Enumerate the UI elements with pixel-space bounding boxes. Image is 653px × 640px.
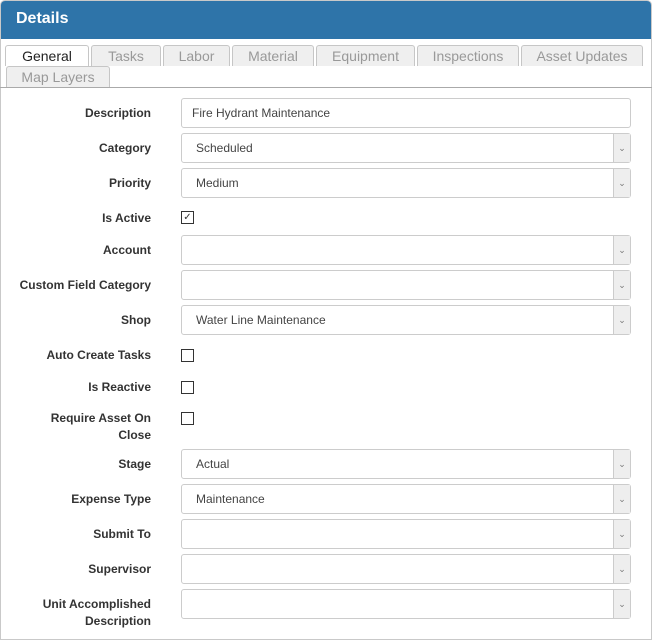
tab-equipment[interactable]: Equipment	[316, 45, 415, 66]
unit-accomplished-description-label: Unit Accomplished Description	[42, 597, 151, 628]
supervisor-select[interactable]: ⌄	[181, 554, 631, 584]
priority-select[interactable]: Medium ⌄	[181, 168, 631, 198]
chevron-down-icon[interactable]: ⌄	[613, 306, 630, 334]
chevron-down-icon[interactable]: ⌄	[613, 485, 630, 513]
category-select[interactable]: Scheduled ⌄	[181, 133, 631, 163]
tab-tasks[interactable]: Tasks	[91, 45, 161, 66]
chevron-down-icon[interactable]: ⌄	[613, 236, 630, 264]
expense-type-label: Expense Type	[71, 492, 151, 506]
tab-map-layers[interactable]: Map Layers	[6, 66, 110, 87]
chevron-down-icon[interactable]: ⌄	[613, 271, 630, 299]
expense-type-select[interactable]: Maintenance ⌄	[181, 484, 631, 514]
custom-field-category-select[interactable]: ⌄	[181, 270, 631, 300]
is-reactive-checkbox[interactable]	[181, 381, 194, 394]
stage-value: Actual	[196, 457, 230, 471]
shop-label: Shop	[121, 313, 151, 327]
chevron-down-icon[interactable]: ⌄	[613, 555, 630, 583]
chevron-down-icon[interactable]: ⌄	[613, 169, 630, 197]
account-select[interactable]: ⌄	[181, 235, 631, 265]
require-asset-on-close-label: Require Asset On Close	[50, 411, 151, 442]
priority-value: Medium	[196, 176, 239, 190]
category-value: Scheduled	[196, 141, 253, 155]
is-active-checkbox[interactable]: ✓	[181, 211, 194, 224]
custom-field-category-label: Custom Field Category	[19, 278, 151, 292]
shop-value: Water Line Maintenance	[196, 313, 326, 327]
account-label: Account	[103, 243, 151, 257]
chevron-down-icon[interactable]: ⌄	[613, 134, 630, 162]
checkmark-icon: ✓	[183, 212, 192, 223]
chevron-down-icon[interactable]: ⌄	[613, 450, 630, 478]
chevron-down-icon[interactable]: ⌄	[613, 590, 630, 618]
submit-to-label: Submit To	[93, 527, 151, 541]
shop-select[interactable]: Water Line Maintenance ⌄	[181, 305, 631, 335]
tab-labor[interactable]: Labor	[163, 45, 230, 66]
tab-asset-updates[interactable]: Asset Updates	[521, 45, 643, 66]
priority-label: Priority	[108, 176, 151, 190]
stage-label: Stage	[118, 457, 151, 471]
description-label: Description	[84, 106, 151, 120]
require-asset-on-close-checkbox[interactable]	[181, 412, 194, 425]
tab-general[interactable]: General	[5, 45, 89, 66]
tab-inspections[interactable]: Inspections	[417, 45, 519, 66]
description-input[interactable]: Fire Hydrant Maintenance	[181, 98, 631, 128]
stage-select[interactable]: Actual ⌄	[181, 449, 631, 479]
is-active-label: Is Active	[102, 211, 151, 225]
category-label: Category	[98, 141, 151, 155]
chevron-down-icon[interactable]: ⌄	[613, 520, 630, 548]
is-reactive-label: Is Reactive	[88, 380, 151, 394]
submit-to-select[interactable]: ⌄	[181, 519, 631, 549]
expense-type-value: Maintenance	[196, 492, 265, 506]
panel-title: Details	[1, 1, 651, 39]
tab-divider	[0, 87, 652, 88]
tab-material[interactable]: Material	[232, 45, 314, 66]
auto-create-tasks-label: Auto Create Tasks	[46, 348, 151, 362]
supervisor-label: Supervisor	[88, 562, 151, 576]
unit-accomplished-description-select[interactable]: ⌄	[181, 589, 631, 619]
auto-create-tasks-checkbox[interactable]	[181, 349, 194, 362]
